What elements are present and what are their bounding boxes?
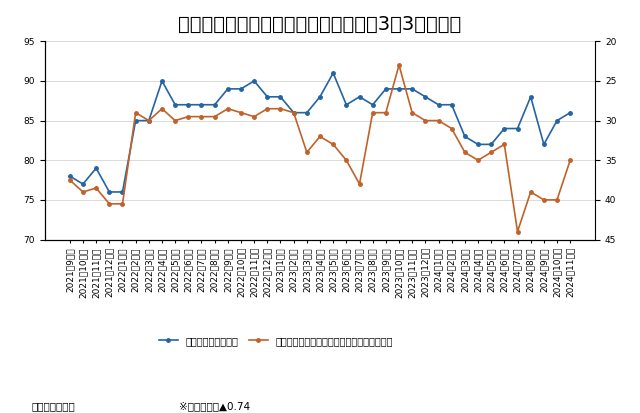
物価見通し判断ＤＩ [356, 94, 364, 99]
暮らし向き判断ＤＩ（逆目盛り、右目盛り） [303, 150, 310, 155]
暮らし向き判断ＤＩ（逆目盛り、右目盛り） [461, 150, 468, 155]
物価見通し判断ＤＩ [184, 102, 192, 107]
物価見通し判断ＤＩ [224, 86, 232, 91]
暮らし向き判断ＤＩ（逆目盛り、右目盛り） [250, 114, 258, 119]
物価見通し判断ＤＩ [474, 142, 482, 147]
暮らし向き判断ＤＩ（逆目盛り、右目盛り） [118, 202, 126, 206]
物価見通し判断ＤＩ [461, 134, 468, 139]
物価見通し判断ＤＩ [132, 118, 140, 123]
暮らし向き判断ＤＩ（逆目盛り、右目盛り） [237, 110, 245, 115]
暮らし向き判断ＤＩ（逆目盛り、右目盛り） [132, 110, 140, 115]
暮らし向き判断ＤＩ（逆目盛り、右目盛り） [342, 158, 350, 163]
物価見通し判断ＤＩ [448, 102, 456, 107]
物価見通し判断ＤＩ [342, 102, 350, 107]
物価見通し判断ＤＩ [158, 78, 166, 83]
暮らし向き判断ＤＩ（逆目盛り、右目盛り） [198, 114, 205, 119]
暮らし向き判断ＤＩ（逆目盛り、右目盛り） [106, 202, 113, 206]
暮らし向き判断ＤＩ（逆目盛り、右目盛り） [408, 110, 416, 115]
物価見通し判断ＤＩ [422, 94, 429, 99]
物価見通し判断ＤＩ [211, 102, 218, 107]
暮らし向き判断ＤＩ（逆目盛り、右目盛り） [553, 197, 561, 202]
暮らし向き判断ＤＩ（逆目盛り、右目盛り） [527, 190, 534, 195]
物価見通し判断ＤＩ [66, 173, 74, 178]
暮らし向き判断ＤＩ（逆目盛り、右目盛り） [224, 106, 232, 111]
Text: ※相関係数：▲0.74: ※相関係数：▲0.74 [179, 401, 250, 411]
暮らし向き判断ＤＩ（逆目盛り、右目盛り） [487, 150, 495, 155]
物価見通し判断ＤＩ [514, 126, 522, 131]
物価見通し判断ＤＩ [303, 110, 310, 115]
暮らし向き判断ＤＩ（逆目盛り、右目盛り） [382, 110, 390, 115]
物価見通し判断ＤＩ [172, 102, 179, 107]
暮らし向き判断ＤＩ（逆目盛り、右目盛り） [276, 106, 284, 111]
Line: 物価見通し判断ＤＩ: 物価見通し判断ＤＩ [68, 71, 572, 194]
物価見通し判断ＤＩ [290, 110, 298, 115]
物価見通し判断ＤＩ [540, 142, 548, 147]
暮らし向き判断ＤＩ（逆目盛り、右目盛り） [435, 118, 442, 123]
暮らし向き判断ＤＩ（逆目盛り、右目盛り） [356, 182, 364, 187]
暮らし向き判断ＤＩ（逆目盛り、右目盛り） [500, 142, 508, 147]
暮らし向き判断ＤＩ（逆目盛り、右目盛り） [264, 106, 271, 111]
暮らし向き判断ＤＩ（逆目盛り、右目盛り） [514, 229, 522, 234]
Legend: 物価見通し判断ＤＩ, 暮らし向き判断ＤＩ（逆目盛り、右目盛り）: 物価見通し判断ＤＩ, 暮らし向き判断ＤＩ（逆目盛り、右目盛り） [155, 332, 397, 350]
物価見通し判断ＤＩ [316, 94, 324, 99]
Text: （出所）内閣府: （出所）内閣府 [32, 401, 76, 411]
暮らし向き判断ＤＩ（逆目盛り、右目盛り） [211, 114, 218, 119]
物価見通し判断ＤＩ [330, 71, 337, 76]
物価見通し判断ＤＩ [395, 86, 403, 91]
暮らし向き判断ＤＩ（逆目盛り、右目盛り） [395, 63, 403, 68]
暮らし向き判断ＤＩ（逆目盛り、右目盛り） [66, 178, 74, 183]
暮らし向き判断ＤＩ（逆目盛り、右目盛り） [145, 118, 153, 123]
物価見通し判断ＤＩ [118, 190, 126, 195]
物価見通し判断ＤＩ [527, 94, 534, 99]
物価見通し判断ＤＩ [276, 94, 284, 99]
暮らし向き判断ＤＩ（逆目盛り、右目盛り） [79, 190, 87, 195]
暮らし向き判断ＤＩ（逆目盛り、右目盛り） [330, 142, 337, 147]
物価見通し判断ＤＩ [566, 110, 574, 115]
暮らし向き判断ＤＩ（逆目盛り、右目盛り） [172, 118, 179, 123]
物価見通し判断ＤＩ [250, 78, 258, 83]
物価見通し判断ＤＩ [198, 102, 205, 107]
物価見通し判断ＤＩ [237, 86, 245, 91]
暮らし向き判断ＤＩ（逆目盛り、右目盛り） [290, 110, 298, 115]
Title: 消費者マインドアンケート調査（最近3年3ヵ月間）: 消費者マインドアンケート調査（最近3年3ヵ月間） [179, 15, 461, 34]
暮らし向き判断ＤＩ（逆目盛り、右目盛り） [92, 185, 100, 190]
物価見通し判断ＤＩ [264, 94, 271, 99]
暮らし向き判断ＤＩ（逆目盛り、右目盛り） [369, 110, 376, 115]
物価見通し判断ＤＩ [106, 190, 113, 195]
物価見通し判断ＤＩ [408, 86, 416, 91]
物価見通し判断ＤＩ [435, 102, 442, 107]
物価見通し判断ＤＩ [553, 118, 561, 123]
暮らし向き判断ＤＩ（逆目盛り、右目盛り） [540, 197, 548, 202]
物価見通し判断ＤＩ [382, 86, 390, 91]
物価見通し判断ＤＩ [487, 142, 495, 147]
Line: 暮らし向き判断ＤＩ（逆目盛り、右目盛り）: 暮らし向き判断ＤＩ（逆目盛り、右目盛り） [68, 63, 572, 233]
物価見通し判断ＤＩ [145, 118, 153, 123]
暮らし向き判断ＤＩ（逆目盛り、右目盛り） [316, 134, 324, 139]
物価見通し判断ＤＩ [92, 166, 100, 171]
暮らし向き判断ＤＩ（逆目盛り、右目盛り） [448, 126, 456, 131]
物価見通し判断ＤＩ [79, 182, 87, 187]
暮らし向き判断ＤＩ（逆目盛り、右目盛り） [566, 158, 574, 163]
暮らし向き判断ＤＩ（逆目盛り、右目盛り） [422, 118, 429, 123]
物価見通し判断ＤＩ [500, 126, 508, 131]
物価見通し判断ＤＩ [369, 102, 376, 107]
暮らし向き判断ＤＩ（逆目盛り、右目盛り） [474, 158, 482, 163]
暮らし向き判断ＤＩ（逆目盛り、右目盛り） [184, 114, 192, 119]
暮らし向き判断ＤＩ（逆目盛り、右目盛り） [158, 106, 166, 111]
